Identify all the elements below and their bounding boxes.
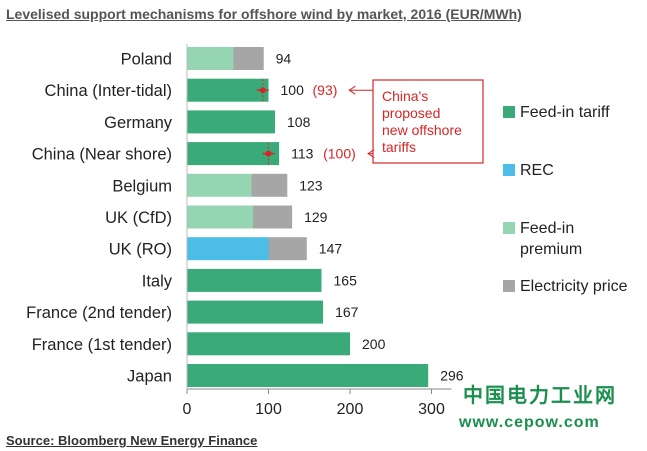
total-label: 200	[362, 336, 386, 352]
legend-swatch-feed-in-tariff	[503, 106, 515, 118]
bar-feed-in-premium	[187, 47, 234, 70]
category-label: Belgium	[112, 177, 172, 195]
category-label: Poland	[121, 51, 172, 69]
watermark-url: www.cepow.com	[458, 414, 600, 431]
total-label: 113	[291, 146, 314, 162]
category-label: UK (CfD)	[105, 209, 172, 227]
legend-label: Feed-in	[520, 220, 574, 237]
total-label: 147	[319, 241, 343, 257]
bar-feed-in-tariff	[187, 300, 324, 324]
callout-text: proposed	[382, 105, 440, 121]
category-label: France (1st tender)	[32, 336, 172, 354]
category-label: Japan	[127, 368, 172, 386]
category-label: Germany	[104, 114, 173, 132]
legend-label: premium	[520, 241, 582, 258]
bar-feed-in-tariff	[187, 78, 269, 102]
proposed-tariff-label: (93)	[313, 82, 338, 98]
bar-electricity-price	[268, 237, 307, 261]
bar-electricity-price	[233, 47, 264, 70]
category-label: China (Near shore)	[32, 146, 172, 164]
x-tick-label: 0	[183, 401, 192, 418]
total-label: 94	[276, 51, 292, 67]
total-label: 296	[440, 368, 464, 384]
callout-arrowhead	[348, 85, 356, 95]
bar-feed-in-premium	[187, 205, 253, 229]
total-label: 108	[287, 114, 311, 130]
bar-electricity-price	[253, 205, 293, 229]
legend-label: Electricity price	[520, 278, 628, 295]
x-tick-label: 100	[255, 401, 282, 418]
legend-label: Feed-in tariff	[520, 104, 610, 121]
x-tick-label: 300	[418, 401, 445, 418]
callout-arrowhead	[367, 149, 375, 159]
callout-box	[372, 79, 484, 164]
bar-feed-in-tariff	[187, 110, 275, 134]
source-note: Source: Bloomberg New Energy Finance	[6, 433, 258, 448]
total-label: 100	[281, 82, 305, 98]
total-label: 129	[304, 209, 328, 225]
total-label: 123	[299, 177, 323, 193]
bar-feed-in-tariff	[187, 142, 280, 166]
legend-swatch-electricity-price	[503, 280, 515, 292]
category-label: Italy	[142, 272, 173, 290]
proposed-tariff-label: (100)	[323, 146, 356, 162]
bar-feed-in-premium	[187, 173, 252, 197]
category-label: China (Inter-tidal)	[45, 82, 172, 100]
legend-label: REC	[520, 162, 554, 179]
total-label: 167	[335, 304, 359, 320]
bar-rec	[187, 237, 269, 261]
category-label: UK (RO)	[109, 241, 172, 259]
legend-swatch-feed-in-premium	[503, 222, 515, 234]
watermark-title: 中国电力工业网	[463, 383, 617, 407]
x-tick-label: 200	[337, 401, 364, 418]
bar-electricity-price	[251, 173, 288, 197]
bar-feed-in-tariff	[187, 332, 350, 356]
bar-feed-in-tariff	[187, 364, 429, 387]
bar-feed-in-tariff	[187, 268, 322, 292]
callout-text: new offshore	[382, 122, 462, 138]
callout-text: China's	[382, 88, 428, 104]
legend-swatch-rec	[503, 164, 515, 176]
chart-title: Levelised support mechanisms for offshor…	[6, 6, 522, 22]
category-label: France (2nd tender)	[26, 304, 172, 322]
total-label: 165	[334, 272, 358, 288]
callout-text: tariffs	[382, 139, 416, 155]
